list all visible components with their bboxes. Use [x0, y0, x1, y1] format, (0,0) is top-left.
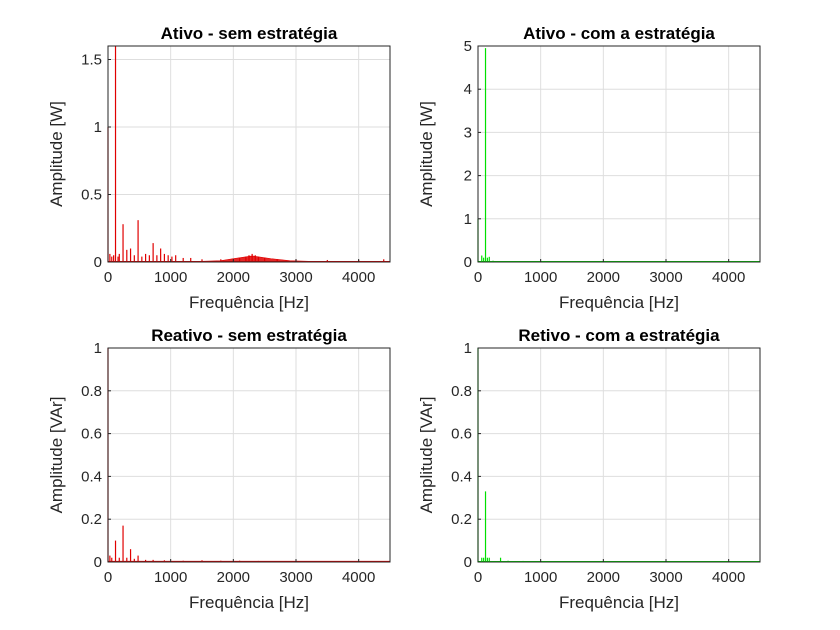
x-axis-label: Frequência [Hz]	[189, 593, 309, 612]
y-tick-label: 0	[464, 554, 472, 571]
y-axis-label: Amplitude [VAr]	[47, 397, 66, 514]
axes-box	[477, 347, 761, 563]
x-axis-label: Frequência [Hz]	[559, 293, 679, 312]
y-tick-label: 2	[464, 168, 472, 185]
x-tick-label: 3000	[649, 269, 682, 286]
y-axis-label: Amplitude [W]	[47, 101, 66, 207]
y-tick-label: 5	[464, 38, 472, 55]
subplot-title: Retivo - com a estratégia	[518, 326, 720, 345]
axes-box	[107, 45, 391, 263]
y-tick-label: 0	[464, 254, 472, 271]
x-tick-label: 4000	[712, 569, 745, 586]
y-tick-label: 1.5	[81, 52, 102, 69]
axes-background	[108, 348, 390, 562]
y-tick-label: 0.5	[81, 187, 102, 204]
y-axis-label: Amplitude [VAr]	[417, 397, 436, 514]
x-tick-label: 1000	[154, 569, 187, 586]
y-tick-label: 0.8	[81, 383, 102, 400]
subplot-title: Ativo - com a estratégia	[523, 24, 715, 43]
y-tick-label: 0.4	[451, 468, 472, 485]
axes-background	[478, 46, 760, 262]
y-axis-label: Amplitude [W]	[417, 101, 436, 207]
x-tick-label: 1000	[524, 569, 557, 586]
y-tick-label: 0	[94, 254, 102, 271]
subplot-title: Ativo - sem estratégia	[161, 24, 338, 43]
x-tick-label: 3000	[279, 269, 312, 286]
y-tick-label: 0.2	[81, 511, 102, 528]
subplot-1: 0 1000 2000 3000 4000 0 0.5 1 1.5 Ativo - sem est…	[47, 24, 391, 312]
y-tick-label: 0.6	[451, 426, 472, 443]
x-tick-label: 2000	[587, 269, 620, 286]
x-tick-label: 3000	[279, 569, 312, 586]
x-tick-label: 2000	[587, 569, 620, 586]
y-tick-label: 0	[94, 554, 102, 571]
x-tick-label: 4000	[342, 569, 375, 586]
axes-box	[107, 347, 391, 563]
x-tick-label: 1000	[154, 269, 187, 286]
axes-background	[478, 348, 760, 562]
axes-background	[108, 46, 390, 262]
x-tick-label: 4000	[712, 269, 745, 286]
x-tick-label: 2000	[217, 269, 250, 286]
subplot-3: 0 1000 2000 3000 4000 0 0.2 0.4 0.6 0.8 1 Reativo -…	[47, 326, 391, 612]
x-tick-label: 0	[104, 569, 112, 586]
x-tick-label: 1000	[524, 269, 557, 286]
x-axis-label: Frequência [Hz]	[559, 593, 679, 612]
x-tick-label: 2000	[217, 569, 250, 586]
x-tick-label: 4000	[342, 269, 375, 286]
y-tick-label: 0.4	[81, 468, 102, 485]
subplot-4: 0 1000 2000 3000 4000 0 0.2 0.4 0.6 0.8 1 Retivo - …	[417, 326, 761, 612]
subplot-2: 0 1000 2000 3000 4000 0 1 2 3 4 5 Ativo - com a est…	[417, 24, 761, 312]
y-tick-label: 1	[464, 340, 472, 357]
x-tick-label: 3000	[649, 569, 682, 586]
y-tick-label: 1	[464, 211, 472, 228]
y-tick-label: 1	[94, 340, 102, 357]
subplot-title: Reativo - sem estratégia	[151, 326, 347, 345]
y-tick-label: 4	[464, 81, 472, 98]
y-tick-label: 3	[464, 124, 472, 141]
x-tick-label: 0	[474, 269, 482, 286]
y-tick-label: 1	[94, 119, 102, 136]
axes-box	[477, 45, 761, 263]
x-axis-label: Frequência [Hz]	[189, 293, 309, 312]
y-tick-label: 0.2	[451, 511, 472, 528]
y-tick-label: 0.6	[81, 426, 102, 443]
x-tick-label: 0	[474, 569, 482, 586]
y-tick-label: 0.8	[451, 383, 472, 400]
x-tick-label: 0	[104, 269, 112, 286]
